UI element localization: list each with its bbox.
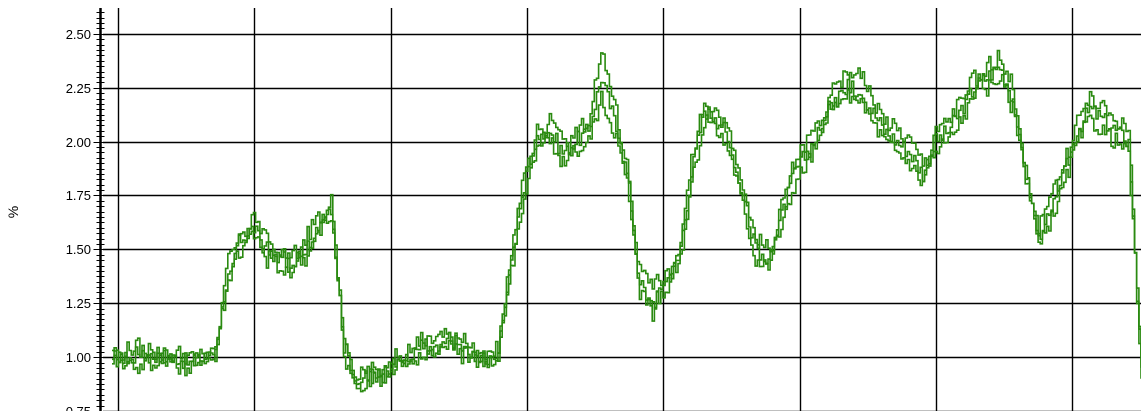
- y-tick-label: 2.25: [66, 81, 91, 96]
- y-tick-label: 1.00: [66, 350, 91, 365]
- series-line: [112, 49, 1141, 390]
- y-axis-title: %: [5, 206, 21, 218]
- y-tick-label: 2.00: [66, 135, 91, 150]
- y-tick-label: 1.25: [66, 296, 91, 311]
- y-tick-label: 2.50: [66, 27, 91, 42]
- series-line: [112, 69, 1141, 393]
- y-tick-label: 0.75: [66, 404, 91, 411]
- y-axis: 0.75 1.00 1.25 1.50 1.75 2.00 2.25 2.50: [66, 8, 108, 411]
- y-tick-label: 1.50: [66, 242, 91, 257]
- series-layer: [112, 49, 1141, 393]
- y-tick-label: 1.75: [66, 188, 91, 203]
